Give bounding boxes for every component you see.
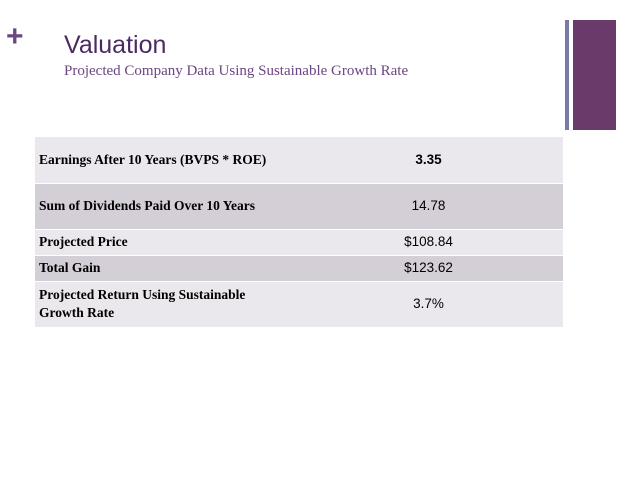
valuation-table: Earnings After 10 Years (BVPS * ROE) 3.3… <box>35 137 563 328</box>
row-value: 3.7% <box>294 281 563 328</box>
table-row: Earnings After 10 Years (BVPS * ROE) 3.3… <box>35 137 563 184</box>
table-row: Projected Return Using Sustainable Growt… <box>35 281 563 328</box>
table-row: Total Gain $123.62 <box>35 255 563 282</box>
decorative-thin-bar <box>565 20 569 130</box>
table-row: Sum of Dividends Paid Over 10 Years 14.7… <box>35 183 563 230</box>
row-value: 3.35 <box>294 137 563 184</box>
row-label: Earnings After 10 Years (BVPS * ROE) <box>35 137 294 184</box>
table-row: Projected Price $108.84 <box>35 229 563 256</box>
decorative-wide-bar <box>573 20 616 130</box>
row-label: Projected Return Using Sustainable Growt… <box>35 281 294 328</box>
row-value: $123.62 <box>294 255 563 282</box>
row-label: Projected Price <box>35 229 294 256</box>
row-value: 14.78 <box>294 183 563 230</box>
row-label: Sum of Dividends Paid Over 10 Years <box>35 183 294 230</box>
row-value: $108.84 <box>294 229 563 256</box>
slide-subtitle: Projected Company Data Using Sustainable… <box>64 63 409 79</box>
plus-icon: + <box>6 20 24 53</box>
slide-title: Valuation <box>64 31 167 59</box>
row-label: Total Gain <box>35 255 294 282</box>
